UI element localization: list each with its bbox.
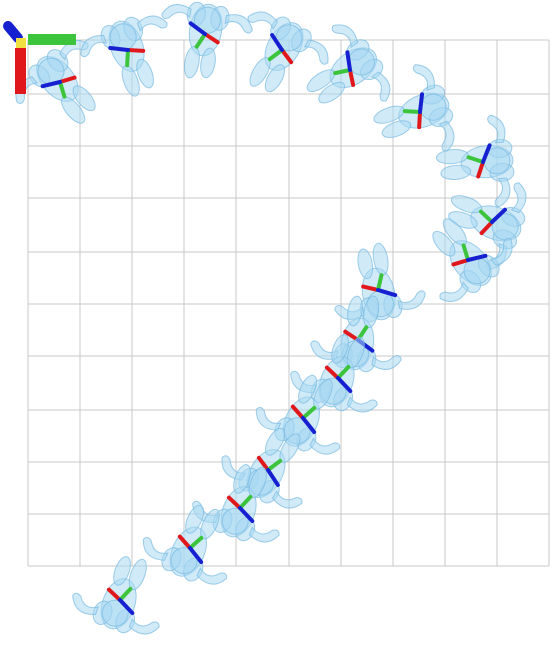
axis-legend: [3, 21, 76, 94]
z-axis-marker: [466, 253, 488, 262]
y-axis-marker: [267, 48, 284, 62]
z-axis-marker: [418, 92, 425, 114]
pose-frame: [135, 486, 252, 596]
x-axis-marker: [203, 32, 220, 45]
y-axis-marker: [402, 109, 422, 114]
z-axis-marker: [238, 506, 255, 523]
y-axis-marker: [194, 32, 207, 49]
y-axis-marker: [336, 364, 351, 380]
x-axis-marker: [324, 365, 340, 380]
z-axis-marker: [188, 546, 204, 565]
x-axis-marker: [58, 75, 77, 84]
y-axis-marker: [58, 80, 67, 99]
z-axis-marker: [376, 288, 398, 298]
pose-frame: [285, 14, 402, 135]
x-axis-marker: [106, 587, 122, 602]
y-axis-marker: [478, 209, 494, 224]
y-axis-marker: [238, 494, 253, 510]
pose-frame: [212, 406, 332, 520]
z-axis-marker: [345, 50, 352, 72]
x-axis-marker: [476, 160, 485, 179]
x-axis-marker: [290, 404, 305, 420]
y-axis-marker: [466, 155, 485, 164]
z-axis-marker: [481, 143, 492, 164]
pose-frame: [432, 162, 537, 276]
pose-frame: [284, 318, 398, 423]
z-axis-marker: [40, 80, 62, 89]
pose-frame: [432, 113, 518, 213]
pose-frame: [74, 5, 188, 110]
x-axis-marker: [280, 48, 294, 65]
y-axis-marker: [301, 405, 317, 420]
pose-frame: [324, 236, 430, 329]
x-axis-marker: [226, 495, 242, 510]
z-axis-marker: [108, 45, 130, 52]
pose-frame: [4, 28, 126, 148]
pose-frame: [186, 448, 300, 553]
y-axis-marker: [461, 243, 470, 262]
z-axis-marker: [266, 468, 280, 487]
pose-frame: [360, 58, 465, 172]
y-axis-marker: [118, 586, 133, 602]
x-axis-marker: [343, 329, 360, 342]
y-axis-marker: [333, 68, 352, 76]
y-axis-marker: [188, 535, 204, 550]
x-axis-marker: [256, 455, 270, 472]
y-axis-marker: [125, 48, 130, 68]
x-axis-marker: [451, 258, 470, 267]
z-axis-marker: [270, 33, 284, 52]
z-axis-icon: [3, 21, 23, 43]
origin-marker: [16, 38, 26, 48]
x-axis-marker: [348, 68, 356, 87]
pose-frame: [66, 540, 180, 645]
pose-frame: [151, 0, 257, 88]
x-axis-marker: [479, 220, 494, 236]
z-axis-marker: [490, 207, 507, 224]
y-axis-marker: [266, 458, 283, 472]
floor-grid: [27, 39, 550, 567]
x-axis-icon: [15, 48, 26, 94]
y-axis-icon: [28, 34, 76, 45]
pose-frame: [218, 0, 338, 114]
z-axis-marker: [188, 21, 207, 36]
x-axis-marker: [126, 48, 146, 53]
x-axis-marker: [361, 284, 380, 292]
z-axis-marker: [301, 416, 317, 435]
pose-frame: [248, 356, 365, 466]
y-axis-marker: [376, 273, 384, 292]
trajectory-frames: [4, 0, 537, 645]
pose-frame: [402, 194, 524, 314]
z-axis-marker: [118, 598, 135, 615]
human-body: [151, 0, 257, 88]
x-axis-marker: [177, 534, 192, 550]
x-axis-marker: [417, 110, 422, 130]
z-axis-marker: [336, 376, 353, 393]
